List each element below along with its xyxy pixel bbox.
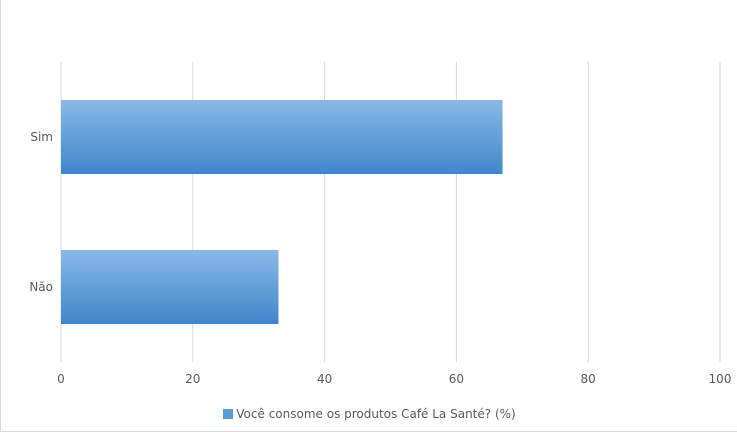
x-tick-label: 100 (709, 372, 732, 386)
bar-sim (61, 100, 503, 174)
legend-swatch (223, 409, 234, 419)
x-tick-label: 0 (57, 372, 65, 386)
x-tick-label: 40 (317, 372, 332, 386)
x-tick-label: 20 (185, 372, 200, 386)
legend: Você consome os produtos Café La Santé? … (1, 407, 737, 421)
bar-nao (61, 250, 279, 324)
x-tick-label: 80 (581, 372, 596, 386)
y-category-label: Não (29, 280, 53, 294)
y-category-label: Sim (30, 130, 53, 144)
legend-label: Você consome os produtos Café La Santé? … (236, 407, 516, 421)
x-tick-label: 60 (449, 372, 464, 386)
bar-chart: 0 20 40 60 80 100 Sim Não (29, 62, 732, 386)
